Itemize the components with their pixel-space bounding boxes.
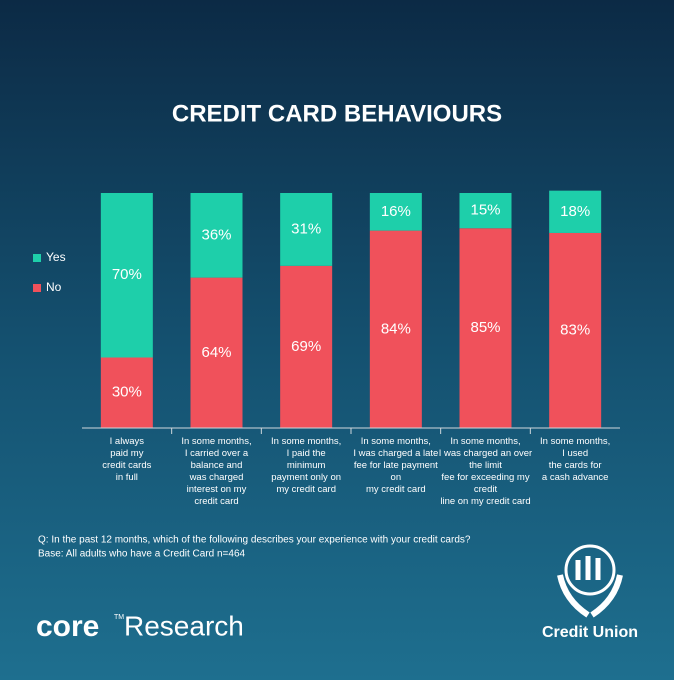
x-tick-label-line: the limit [469, 460, 502, 471]
legend-label: Yes [46, 250, 66, 264]
value-label: 70% [112, 266, 142, 283]
brand-name: Credit Union [542, 624, 638, 641]
note: Q: In the past 12 months, which of the f… [38, 535, 471, 546]
value-label: 83% [560, 321, 590, 338]
chart-title: CREDIT CARD BEHAVIOURS [172, 100, 502, 127]
x-tick-label-line: in full [116, 472, 138, 483]
bar-segment [369, 230, 422, 428]
bar-segment [190, 193, 243, 278]
logo-tm: TM [114, 614, 124, 621]
x-tick-label-line: In some months, [540, 436, 610, 447]
x-tick-label-line: In some months, [181, 436, 251, 447]
value-label: 15% [470, 202, 500, 219]
x-tick-label-line: interest on my [187, 484, 247, 495]
x-tick-label: In some months, I carried over a balance a… [181, 436, 251, 507]
value-label: 16% [381, 203, 411, 220]
x-tick-label-line: I paid the [287, 448, 326, 459]
x-tick-label-line: credit card [194, 496, 238, 507]
x-tick-label-line: my credit card [276, 484, 336, 495]
x-tick-label-line: line on my credit card [440, 496, 530, 507]
logo-research: Research [124, 610, 244, 641]
x-tick-label-line: minimum [287, 460, 326, 471]
bar-segment [190, 277, 243, 428]
value-label: 31% [291, 220, 321, 237]
x-tick-label: In some months, I used the cards for a cash… [540, 436, 610, 483]
x-tick-label-line: the cards for [549, 460, 602, 471]
x-tick-label-line: balance and [191, 460, 243, 471]
bar-segment [549, 190, 602, 233]
x-tick-label: In some months, I was charged a late fee f… [353, 436, 438, 495]
x-tick-label-line: I was charged an over [439, 448, 532, 459]
bar-segment [549, 232, 602, 428]
value-label: 30% [112, 384, 142, 401]
x-tick-label-line: was charged [189, 472, 244, 483]
x-tick-label-line: payment only on [271, 472, 341, 483]
value-label: 18% [560, 203, 590, 220]
x-tick-label-line: In some months, [450, 436, 520, 447]
note: Base: All adults who have a Credit Card … [38, 549, 246, 560]
x-tick-label: I always paid my credit cards in full [102, 436, 151, 483]
x-tick-label-line: a cash advance [542, 472, 609, 483]
bar-segment [100, 357, 153, 428]
x-tick-label-line: I was charged a late [353, 448, 438, 459]
legend-swatch [33, 284, 41, 292]
x-tick-label-line: fee for exceeding my [441, 472, 529, 483]
x-tick-label-line: fee for late payment [354, 460, 438, 471]
x-tick-label-line: I used [562, 448, 588, 459]
x-tick-label-line: I always [110, 436, 145, 447]
x-tick-label-line: credit cards [102, 460, 151, 471]
x-tick-label-line: paid my [110, 448, 144, 459]
x-tick-label: In some months, I paid the minimum payment … [271, 436, 341, 495]
x-tick-label-line: on [391, 472, 402, 483]
bar-segment [459, 193, 512, 229]
value-label: 36% [201, 226, 231, 243]
value-label: 69% [291, 338, 321, 355]
bar-segment [459, 228, 512, 428]
x-tick-label-line: credit [474, 484, 498, 495]
value-label: 84% [381, 320, 411, 337]
x-tick-label-line: In some months, [361, 436, 431, 447]
x-tick-label-line: my credit card [366, 484, 426, 495]
legend-label: No [46, 280, 62, 294]
bar-segment [280, 193, 333, 266]
logo-core: core [36, 610, 99, 643]
x-tick-label-line: I carried over a [185, 448, 249, 459]
x-tick-label: In some months, I was charged an over the … [439, 436, 532, 507]
bar-segment [100, 193, 153, 358]
value-label: 64% [201, 344, 231, 361]
bar-segment [369, 193, 422, 231]
bar-segment [280, 265, 333, 428]
value-label: 85% [470, 319, 500, 336]
credit-union-icon [557, 544, 623, 618]
x-tick-label-line: In some months, [271, 436, 341, 447]
legend-swatch [33, 254, 41, 262]
